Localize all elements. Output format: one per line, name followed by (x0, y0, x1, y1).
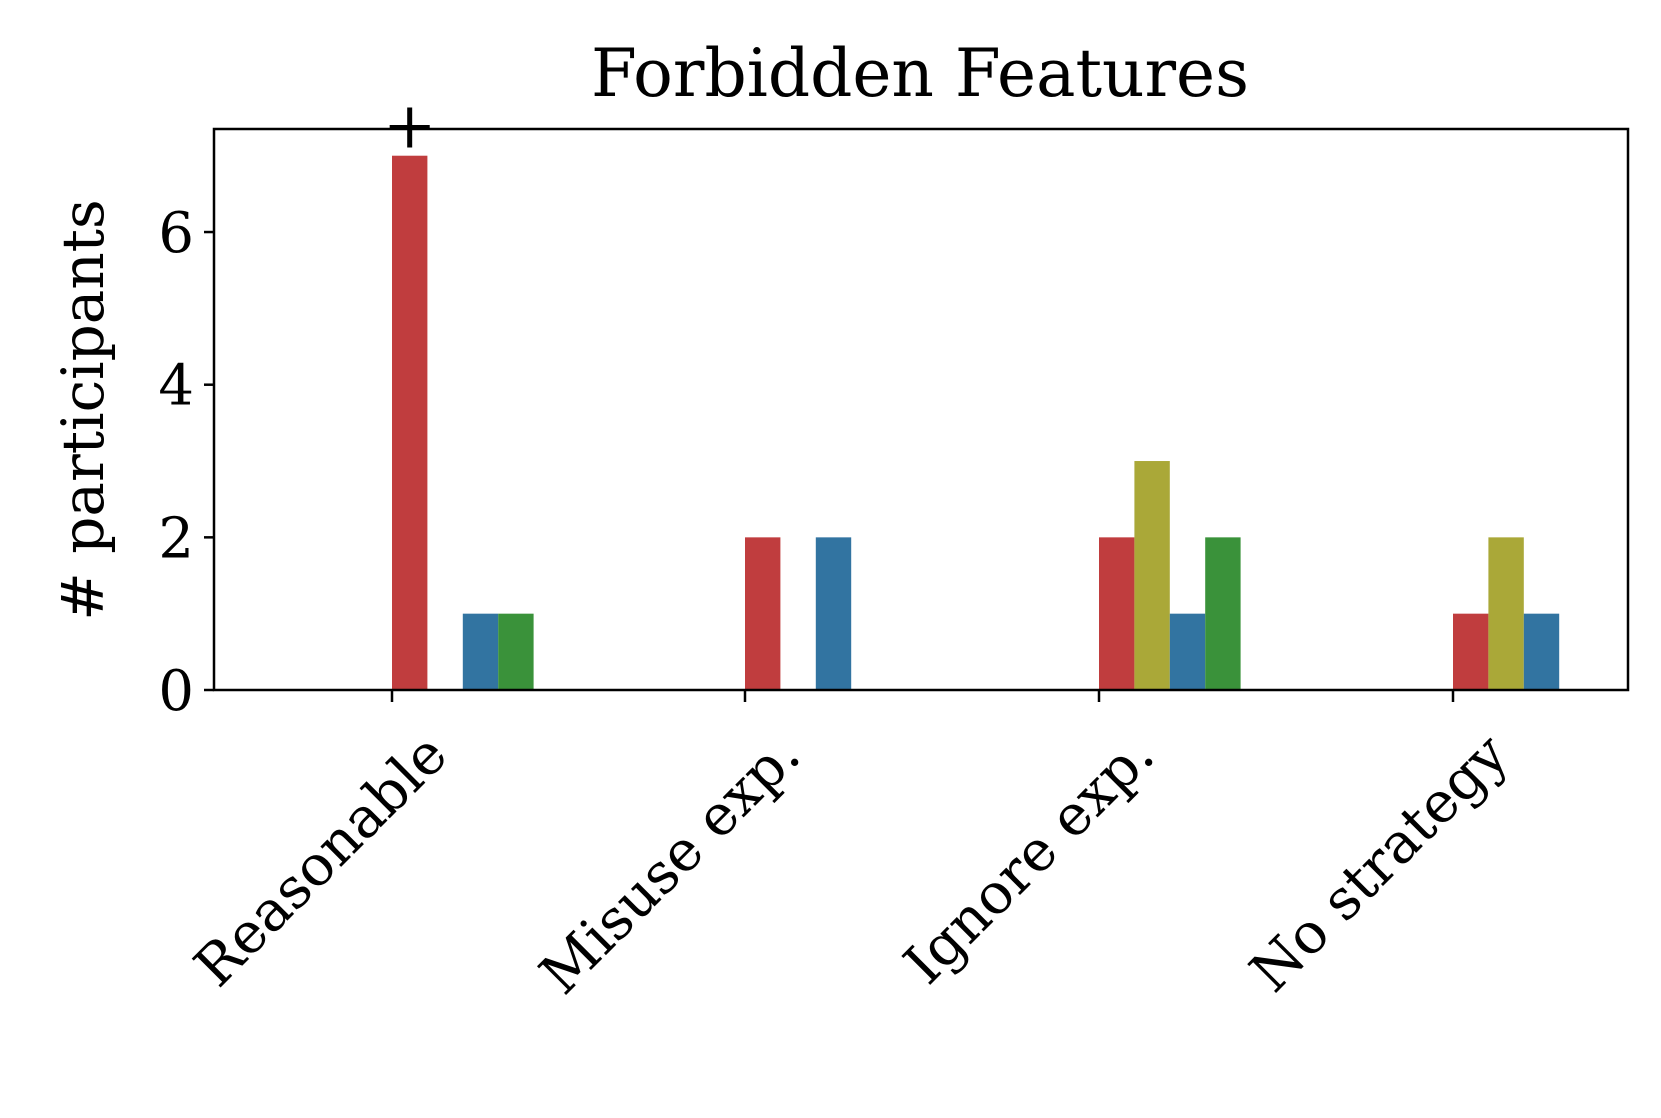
bar-reasonable-series-1 (392, 155, 428, 690)
x-category-label: Ignore exp. (892, 722, 1167, 997)
bar-ignore-exp-series-2 (1134, 461, 1170, 690)
y-tick-label: 2 (158, 506, 194, 571)
x-category-label: Misuse exp. (528, 722, 813, 1007)
annotation-marker: + (383, 90, 437, 164)
bar-no-strategy-series-1 (1453, 613, 1489, 690)
bar-misuse-exp-series-3 (815, 537, 852, 690)
y-tick-label: 0 (158, 659, 194, 724)
bar-no-strategy-series-3 (1523, 613, 1560, 690)
ticks-layer (204, 230, 1455, 702)
bar-ignore-exp-series-1 (1099, 537, 1135, 690)
plot-frame (212, 127, 1630, 692)
bar-reasonable-series-3 (462, 613, 499, 690)
bar-misuse-exp-series-1 (745, 537, 781, 690)
bar-ignore-exp-series-4 (1205, 537, 1241, 690)
bar-reasonable-series-4 (498, 613, 534, 690)
bar-no-strategy-series-2 (1488, 537, 1524, 690)
y-axis-label: # participants (49, 199, 117, 621)
y-tick-label: 4 (158, 354, 194, 419)
x-category-label: No strategy (1238, 722, 1521, 1005)
bar-ignore-exp-series-3 (1169, 613, 1206, 690)
y-tick-label: 6 (158, 201, 194, 266)
bars-layer (392, 155, 1560, 690)
annotations-layer: + (383, 90, 437, 164)
x-category-label: Reasonable (182, 722, 460, 1000)
chart-title: Forbidden Features (591, 35, 1249, 112)
